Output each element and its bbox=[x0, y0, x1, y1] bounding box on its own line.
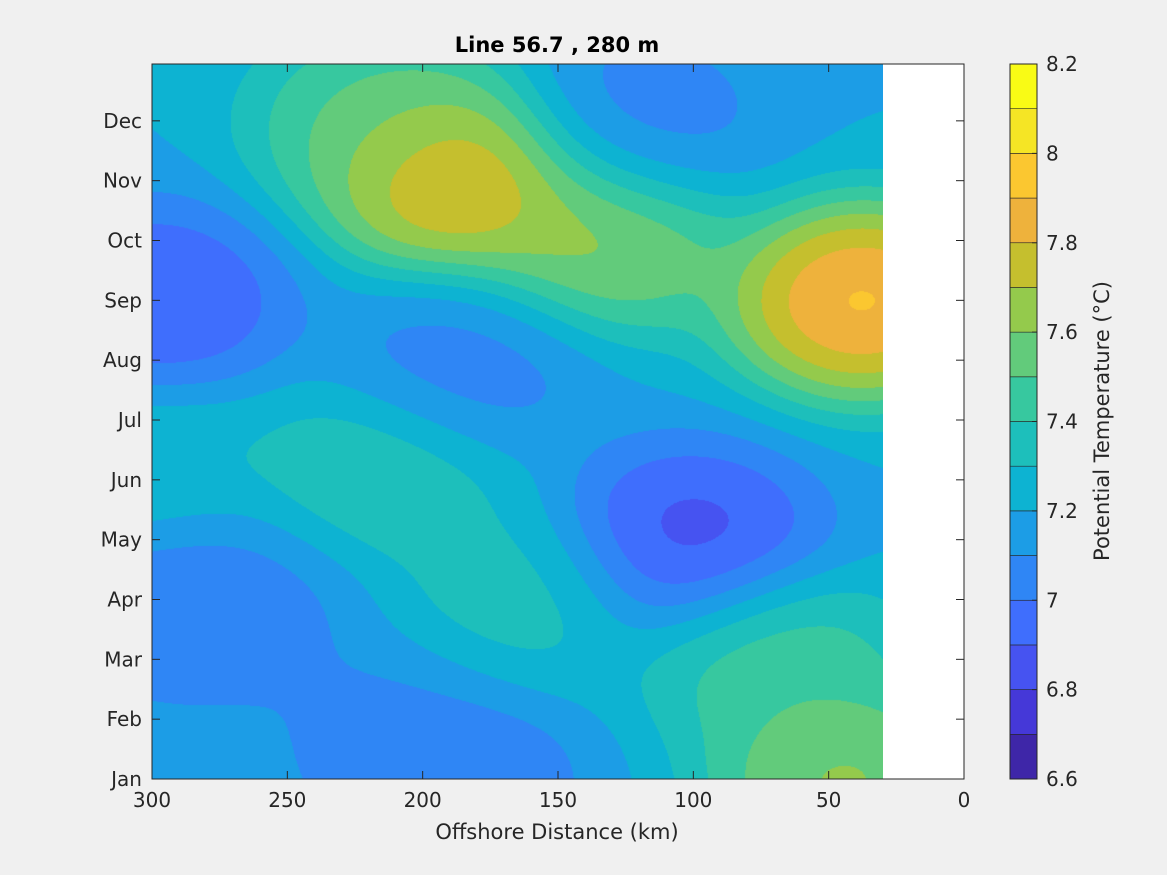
y-tick-label: Jun bbox=[109, 468, 142, 492]
colorbar-tick-label: 7.4 bbox=[1046, 410, 1078, 434]
y-tick-label: Dec bbox=[103, 109, 142, 133]
colorbar-tick-label: 7.6 bbox=[1046, 320, 1078, 344]
colorbar-tick-label: 7 bbox=[1046, 588, 1059, 612]
y-tick-label: Aug bbox=[103, 348, 142, 372]
colorbar-tick-label: 7.8 bbox=[1046, 231, 1078, 255]
y-tick-label: Sep bbox=[104, 288, 142, 312]
colorbar-title: Potential Temperature (°C) bbox=[1090, 281, 1114, 561]
y-tick-label: Mar bbox=[104, 647, 143, 671]
colorbar-level bbox=[1009, 108, 1038, 154]
x-axis: 300 250 200 150 100 50 0 bbox=[133, 64, 970, 812]
colorbar-tick-label: 8 bbox=[1046, 141, 1059, 165]
colorbar-level bbox=[1009, 242, 1038, 288]
x-tick-label: 100 bbox=[674, 788, 712, 812]
colorbar-tick-label: 6.6 bbox=[1046, 767, 1078, 791]
y-tick-label: Jan bbox=[109, 767, 142, 791]
colorbar-level bbox=[1009, 153, 1038, 199]
colorbar-level bbox=[1009, 555, 1038, 601]
colorbar: 6.6 6.8 7 7.2 7.4 7.6 7.8 8 8.2 Potential Temper… bbox=[1009, 52, 1114, 791]
colorbar-level bbox=[1009, 197, 1038, 244]
colorbar-tick-label: 7.2 bbox=[1046, 499, 1078, 523]
chart-title: Line 56.7 , 280 m bbox=[455, 33, 660, 57]
plot-area: 300 250 200 150 100 50 0 Jan Feb Mar Apr May Jun Jul… bbox=[101, 63, 970, 812]
colorbar-level bbox=[1009, 287, 1038, 333]
colorbar-level bbox=[1009, 734, 1038, 780]
y-tick-label: Nov bbox=[103, 169, 142, 193]
y-tick-label: Jul bbox=[116, 408, 142, 432]
y-tick-label: Oct bbox=[107, 229, 142, 253]
colorbar-level bbox=[1009, 331, 1038, 378]
colorbar-tick-label: 6.8 bbox=[1046, 678, 1078, 702]
colorbar-level bbox=[1009, 465, 1038, 512]
colorbar-ticks: 6.6 6.8 7 7.2 7.4 7.6 7.8 8 8.2 bbox=[1032, 52, 1078, 791]
x-tick-label: 200 bbox=[404, 788, 442, 812]
colorbar-level bbox=[1009, 376, 1038, 422]
x-tick-label: 150 bbox=[539, 788, 577, 812]
colorbar-level bbox=[1009, 510, 1038, 556]
x-axis-title: Offshore Distance (km) bbox=[435, 820, 678, 844]
x-tick-label: 300 bbox=[133, 788, 171, 812]
colorbar-level bbox=[1009, 421, 1038, 467]
x-tick-label: 0 bbox=[958, 788, 971, 812]
colorbar-level bbox=[1009, 63, 1038, 109]
colorbar-level bbox=[1009, 689, 1038, 735]
y-tick-label: Apr bbox=[107, 588, 142, 612]
temperature-contour-field bbox=[152, 64, 883, 779]
y-axis: Jan Feb Mar Apr May Jun Jul Aug Sep Oct Nov Dec bbox=[101, 109, 964, 791]
colorbar-level bbox=[1009, 599, 1038, 646]
x-tick-label: 250 bbox=[268, 788, 306, 812]
colorbar-tick-label: 8.2 bbox=[1046, 52, 1078, 76]
y-tick-label: Feb bbox=[107, 707, 142, 731]
x-tick-label: 50 bbox=[816, 788, 841, 812]
y-tick-label: May bbox=[101, 528, 143, 552]
colorbar-level bbox=[1009, 644, 1038, 690]
